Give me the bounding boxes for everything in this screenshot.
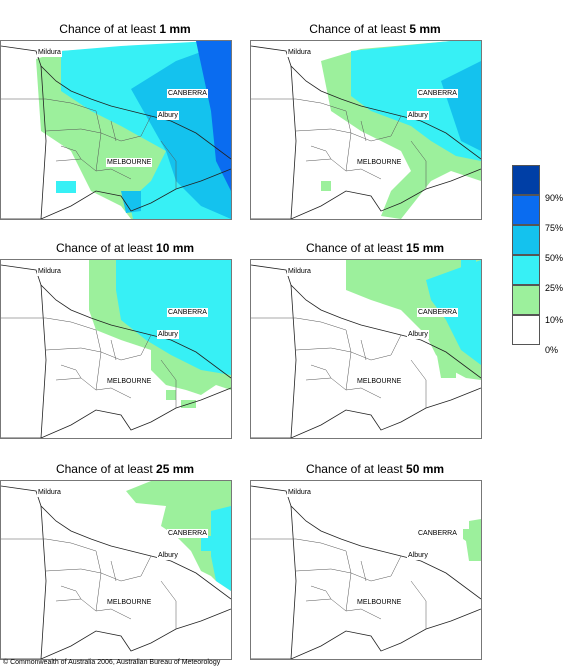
legend-swatch-75	[512, 195, 540, 225]
legend-swatch-25	[512, 255, 540, 285]
panel-title: Chance of at least 5 mm	[309, 22, 441, 36]
state-boundaries	[251, 264, 481, 438]
label-albury: Albury	[157, 551, 179, 560]
probability-fill	[463, 519, 481, 561]
label-melbourne: MELBOURNE	[106, 377, 153, 386]
state-boundaries	[1, 45, 231, 219]
region-boundaries	[1, 538, 177, 629]
label-melbourne: MELBOURNE	[356, 377, 403, 386]
label-mildura: Mildura	[37, 48, 62, 57]
region-boundaries	[1, 98, 177, 189]
panel-title: Chance of at least 10 mm	[55, 241, 195, 255]
label-canberra: CANBERRA	[417, 529, 458, 538]
state-boundaries	[251, 485, 481, 659]
label-albury: Albury	[157, 330, 179, 339]
region-boundaries	[251, 98, 427, 189]
panel-title: Chance of at least 15 mm	[305, 241, 445, 255]
label-canberra: CANBERRA	[167, 308, 208, 317]
rainfall-map: Mildura CANBERRA Albury MELBOURNE	[250, 480, 482, 660]
region-boundaries	[1, 317, 177, 408]
copyright-notice: © Commonwealth of Australia 2006, Austra…	[3, 659, 221, 666]
panel-title: Chance of at least 1 mm	[59, 22, 191, 36]
region-boundaries	[251, 538, 427, 629]
label-melbourne: MELBOURNE	[106, 158, 153, 167]
legend-label-25: 25%	[545, 283, 564, 293]
state-boundaries	[251, 45, 481, 219]
label-mildura: Mildura	[287, 267, 312, 276]
legend-label-0: 0%	[545, 345, 559, 355]
legend-label-50: 50%	[545, 253, 564, 263]
legend-swatch-10	[512, 285, 540, 315]
label-melbourne: MELBOURNE	[356, 598, 403, 607]
legend-swatch-90	[512, 165, 540, 195]
legend-label-75: 75%	[545, 223, 564, 233]
legend-label-10: 10%	[545, 315, 564, 325]
rainfall-map: Mildura CANBERRA Albury MELBOURNE	[0, 480, 232, 660]
label-albury: Albury	[407, 330, 429, 339]
label-canberra: CANBERRA	[167, 529, 208, 538]
legend-swatch-50	[512, 225, 540, 255]
label-mildura: Mildura	[37, 267, 62, 276]
label-melbourne: MELBOURNE	[356, 158, 403, 167]
probability-fill	[346, 260, 481, 380]
legend-swatch-0	[512, 315, 540, 345]
panel-title: Chance of at least 50 mm	[305, 462, 445, 476]
label-albury: Albury	[407, 111, 429, 120]
rainfall-map: Mildura CANBERRA Albury MELBOURNE	[250, 259, 482, 439]
panel-title: Chance of at least 25 mm	[55, 462, 195, 476]
rainfall-map: Mildura CANBERRA Albury MELBOURNE	[250, 40, 482, 220]
label-mildura: Mildura	[287, 48, 312, 57]
rainfall-map: Mildura CANBERRA Albury MELBOURNE	[0, 40, 232, 220]
probability-fill	[36, 41, 231, 219]
rainfall-map: Mildura CANBERRA Albury MELBOURNE	[0, 259, 232, 439]
probability-fill	[89, 260, 231, 408]
label-canberra: CANBERRA	[417, 89, 458, 98]
state-boundaries	[1, 485, 231, 659]
label-albury: Albury	[407, 551, 429, 560]
state-boundaries	[1, 264, 231, 438]
probability-fill	[321, 41, 481, 219]
label-canberra: CANBERRA	[417, 308, 458, 317]
region-boundaries	[251, 317, 427, 408]
label-albury: Albury	[157, 111, 179, 120]
label-melbourne: MELBOURNE	[106, 598, 153, 607]
label-mildura: Mildura	[37, 488, 62, 497]
label-mildura: Mildura	[287, 488, 312, 497]
legend-label-90: 90%	[545, 193, 564, 203]
label-canberra: CANBERRA	[167, 89, 208, 98]
